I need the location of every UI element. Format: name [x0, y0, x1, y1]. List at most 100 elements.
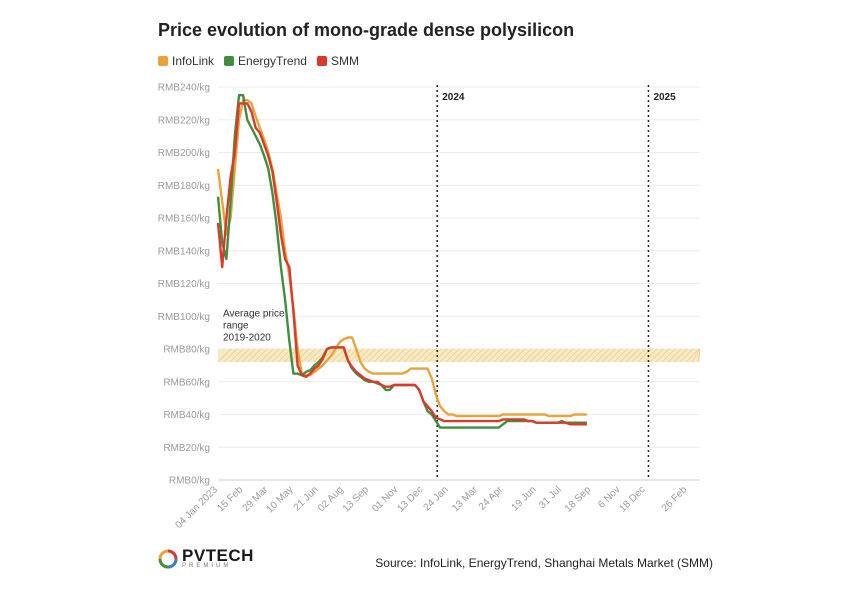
x-tick-label: 04 Jan 2023 [173, 484, 220, 531]
band-hatch [241, 348, 256, 363]
band-hatch [505, 348, 520, 363]
band-hatch [301, 348, 316, 363]
x-tick-label: 24 Apr [477, 484, 506, 513]
band-hatch [385, 348, 400, 363]
chart-title: Price evolution of mono-grade dense poly… [158, 20, 575, 40]
y-tick-label: RMB0/kg [169, 476, 210, 487]
y-tick-label: RMB100/kg [158, 312, 210, 323]
band-hatch [271, 348, 286, 363]
band-hatch [685, 348, 700, 363]
band-hatch [247, 348, 262, 363]
band-hatch [667, 348, 682, 363]
band-hatch [619, 348, 634, 363]
series-line-energytrend [216, 94, 587, 429]
band-hatch [565, 348, 580, 363]
band-hatch [613, 348, 628, 363]
y-tick-label: RMB140/kg [158, 246, 210, 257]
band-hatch [223, 348, 238, 363]
legend: InfoLink EnergyTrend SMM [158, 54, 359, 68]
band-hatch [673, 348, 688, 363]
band-hatch [397, 348, 412, 363]
x-tick-label: 15 Feb [215, 484, 245, 514]
x-tick-label: 13 Sep [341, 484, 371, 514]
legend-item-infolink[interactable]: InfoLink [158, 54, 214, 68]
x-tick-label: 13 Dec [395, 484, 425, 514]
band-hatch [541, 348, 556, 363]
y-tick-label: RMB80/kg [163, 345, 210, 356]
legend-label-smm: SMM [330, 54, 359, 68]
band-hatch [415, 348, 430, 363]
band-hatch [451, 348, 466, 363]
band-hatch [391, 348, 406, 363]
y-tick-label: RMB240/kg [158, 83, 210, 94]
y-tick-label: RMB160/kg [158, 214, 210, 225]
legend-item-energytrend[interactable]: EnergyTrend [224, 54, 307, 68]
y-tick-label: RMB180/kg [158, 181, 210, 192]
band-hatch [265, 348, 280, 363]
band-hatch [439, 348, 454, 363]
band-hatch [631, 348, 646, 363]
band-hatch [499, 348, 514, 363]
band-hatch [277, 348, 292, 363]
legend-item-smm[interactable]: SMM [316, 54, 359, 68]
x-tick-label: 13 Mar [450, 484, 480, 514]
band-hatch [427, 348, 442, 363]
band-hatch [481, 348, 496, 363]
band-hatch [655, 348, 670, 363]
band-hatch [583, 348, 598, 363]
band-hatch [661, 348, 676, 363]
legend-swatch-energytrend [224, 56, 235, 66]
band-hatch [679, 348, 694, 363]
band-hatch [487, 348, 502, 363]
x-tick-label: 21 Jun [292, 484, 321, 513]
band-hatch [373, 348, 388, 363]
band-hatch [409, 348, 424, 363]
band-hatch [475, 348, 490, 363]
logo-subtext: PREMIUM [182, 563, 232, 569]
band-hatch [625, 348, 640, 363]
year-marker-label: 2025 [653, 92, 676, 103]
band-hatch [511, 348, 526, 363]
band-hatch [253, 348, 268, 363]
band-hatch [601, 348, 616, 363]
band-hatch [403, 348, 418, 363]
y-tick-label: RMB200/kg [158, 148, 210, 159]
series-line-smm [216, 102, 587, 426]
band-label-line: range [223, 320, 249, 331]
band-hatch [529, 348, 544, 363]
x-tick-label: 18 Dec [617, 484, 647, 514]
year-marker-label: 2024 [442, 92, 465, 103]
legend-swatch-smm [316, 56, 327, 66]
band-label-line: 2019-2020 [223, 332, 271, 343]
band-hatch [331, 348, 346, 363]
band-hatch [337, 348, 352, 363]
average-price-band [218, 349, 700, 363]
band-hatch [457, 348, 472, 363]
y-tick-label: RMB120/kg [158, 279, 210, 290]
band-hatch [595, 348, 610, 363]
x-tick-label: 02 Aug [316, 484, 346, 514]
band-hatch [433, 348, 448, 363]
legend-label-infolink: InfoLink [172, 54, 215, 68]
band-hatch [493, 348, 508, 363]
band-hatch [259, 348, 274, 363]
band-hatch [307, 348, 322, 363]
y-tick-label: RMB60/kg [163, 377, 210, 388]
band-hatch [463, 348, 478, 363]
band-hatch [379, 348, 394, 363]
y-tick-label: RMB40/kg [163, 410, 210, 421]
band-hatch [217, 348, 232, 363]
band-hatch [697, 348, 701, 363]
band-hatch [523, 348, 538, 363]
band-hatch [535, 348, 550, 363]
x-tick-label: 31 Jul [537, 484, 564, 511]
pvtech-logo: PVTECH PREMIUM [158, 547, 254, 570]
band-hatch [361, 348, 376, 363]
x-tick-label: 10 May [265, 484, 296, 515]
band-hatch [235, 348, 250, 363]
band-hatch [691, 348, 701, 363]
series-line-infolink [216, 98, 587, 418]
band-hatch [577, 348, 592, 363]
band-hatch [367, 348, 382, 363]
